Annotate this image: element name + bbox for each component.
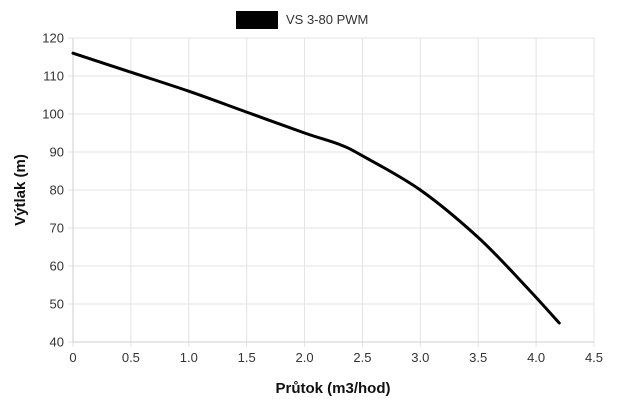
x-tick-label: 3.5 xyxy=(469,350,487,365)
series-layer xyxy=(71,51,561,325)
y-tick-label: 90 xyxy=(50,145,64,160)
x-tick-label: 0 xyxy=(69,350,76,365)
x-axis-title: Průtok (m3/hod) xyxy=(276,380,391,397)
y-tick-label: 100 xyxy=(42,107,64,122)
x-tick-label: 1.5 xyxy=(238,350,256,365)
y-tick-label: 120 xyxy=(42,31,64,46)
x-tick-label: 2.5 xyxy=(353,350,371,365)
legend[interactable]: VS 3-80 PWM xyxy=(236,11,368,29)
y-tick-label: 50 xyxy=(50,297,64,312)
legend-swatch xyxy=(236,11,278,29)
y-tick-label: 110 xyxy=(43,69,64,84)
x-tick-label: 4.5 xyxy=(585,350,603,365)
x-tick-label: 1.0 xyxy=(180,350,198,365)
x-axis-ticks: 0 0.5 1.0 1.5 2.0 2.5 3.0 3.5 4.0 4.5 xyxy=(69,350,603,365)
legend-label: VS 3-80 PWM xyxy=(286,12,368,27)
y-axis-ticks: 40 50 60 70 80 90 100 110 120 xyxy=(42,31,64,350)
y-tick-label: 40 xyxy=(50,335,64,350)
y-axis-title: Výtlak (m) xyxy=(12,154,29,226)
series-line xyxy=(71,51,561,325)
x-tick-label: 0.5 xyxy=(122,350,140,365)
x-tick-label: 2.0 xyxy=(296,350,314,365)
y-tick-label: 80 xyxy=(50,183,64,198)
x-tick-label: 3.0 xyxy=(411,350,429,365)
y-tick-label: 60 xyxy=(50,259,64,274)
grid xyxy=(68,37,595,347)
x-tick-label: 4.0 xyxy=(527,350,545,365)
y-tick-label: 70 xyxy=(50,221,64,236)
